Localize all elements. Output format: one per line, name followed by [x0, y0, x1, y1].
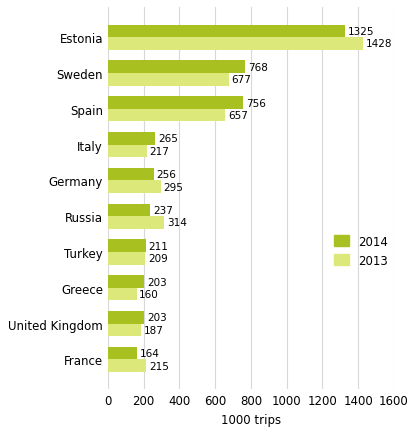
Bar [108, 181, 161, 194]
Text: 211: 211 [148, 241, 168, 251]
Text: 756: 756 [246, 99, 266, 108]
Text: 657: 657 [228, 111, 248, 121]
Text: 203: 203 [147, 277, 167, 287]
Bar [108, 61, 245, 74]
Bar [108, 240, 146, 253]
Text: 237: 237 [153, 205, 173, 215]
Text: 164: 164 [140, 349, 160, 358]
Text: 187: 187 [144, 325, 164, 335]
Text: 215: 215 [149, 361, 169, 371]
Text: 160: 160 [139, 289, 159, 299]
Text: 217: 217 [149, 147, 169, 157]
Bar [108, 324, 141, 336]
Bar [108, 204, 150, 217]
Bar [108, 168, 154, 181]
Text: 209: 209 [148, 253, 168, 263]
Bar [108, 74, 229, 86]
Bar [108, 145, 147, 158]
Bar [108, 26, 345, 38]
Text: 1428: 1428 [366, 39, 392, 49]
Bar [108, 311, 144, 324]
Bar [108, 97, 243, 109]
Text: 1325: 1325 [347, 27, 374, 37]
Text: 203: 203 [147, 312, 167, 322]
Bar [108, 133, 155, 145]
Text: 256: 256 [156, 170, 176, 180]
Bar [108, 347, 137, 359]
Text: 677: 677 [231, 75, 251, 85]
Bar [108, 217, 164, 229]
Text: 295: 295 [163, 182, 183, 192]
Bar [108, 288, 136, 301]
Bar [108, 109, 225, 122]
Text: 768: 768 [248, 62, 268, 72]
Bar [108, 38, 363, 51]
Text: 314: 314 [167, 218, 186, 228]
X-axis label: 1000 trips: 1000 trips [221, 413, 281, 426]
Bar [108, 359, 146, 372]
Bar [108, 276, 144, 288]
Bar [108, 253, 145, 265]
Legend: 2014, 2013: 2014, 2013 [334, 235, 388, 267]
Text: 265: 265 [158, 134, 178, 144]
